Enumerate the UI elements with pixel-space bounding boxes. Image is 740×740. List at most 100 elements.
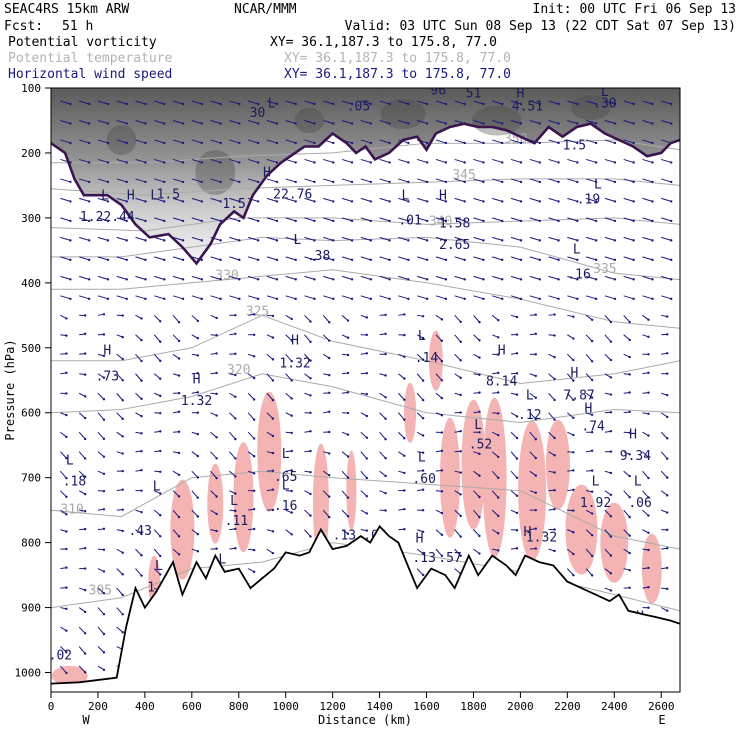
wind-vector: [266, 139, 278, 144]
wind-vector-head: [609, 450, 613, 453]
wind-vector: [191, 529, 199, 535]
wind-vector: [435, 217, 447, 222]
wind-vector-head: [459, 393, 462, 397]
high-marker: H: [498, 343, 506, 358]
wind-vector: [304, 529, 311, 537]
wind-vector: [529, 412, 537, 420]
wind-vector-head: [196, 372, 200, 375]
wind-vector-head: [538, 122, 541, 125]
wind-vector: [135, 197, 146, 202]
wind-vector-head: [628, 534, 631, 537]
wind-vector-head: [576, 219, 579, 223]
wind-vector-head: [181, 239, 185, 242]
wind-vector-head: [459, 376, 462, 380]
wind-vector: [153, 568, 161, 575]
wind-vector: [341, 236, 353, 241]
wind-vector-head: [252, 455, 256, 458]
wind-vector: [416, 158, 428, 163]
wind-vector: [247, 451, 255, 457]
wind-vector-head: [425, 122, 429, 125]
wind-vector: [529, 392, 537, 399]
wind-vector-head: [538, 297, 541, 301]
wind-vector-head: [313, 297, 316, 301]
wind-vector-head: [425, 141, 429, 145]
wind-vector: [623, 334, 630, 341]
wind-vector-head: [125, 278, 128, 281]
pv-value-label: 1.58: [439, 217, 470, 232]
wind-vector: [341, 217, 353, 222]
wind-vector-head: [144, 297, 147, 301]
wind-vector-head: [106, 297, 110, 301]
wind-vector: [623, 295, 634, 300]
wind-vector-head: [628, 496, 631, 499]
wind-vector-head: [121, 417, 124, 421]
wind-vector: [548, 412, 555, 420]
wind-vector-head: [234, 457, 237, 460]
pv-value-label: 2.65: [439, 238, 470, 253]
wind-vector-head: [497, 532, 500, 535]
wind-vector: [661, 100, 672, 105]
wind-vector: [567, 295, 578, 300]
wind-vector: [247, 431, 255, 439]
wind-vector-head: [106, 122, 110, 125]
x-tick-label: 2600: [648, 700, 675, 713]
wind-vector: [585, 548, 593, 557]
wind-vector-head: [519, 258, 523, 262]
wind-vector: [360, 217, 371, 222]
wind-vector-head: [196, 532, 200, 536]
wind-vector: [416, 568, 424, 576]
wind-vector-head: [647, 371, 650, 374]
wind-vectors: [60, 100, 680, 675]
wind-vector: [398, 217, 409, 222]
pv-value-label: .19: [577, 193, 600, 208]
low-marker: L: [218, 552, 226, 567]
wind-vector: [247, 373, 255, 379]
wind-vector-head: [647, 585, 650, 589]
wind-vector: [567, 412, 574, 419]
wind-vector: [398, 295, 409, 300]
wind-vector: [97, 607, 105, 615]
wind-vector: [492, 100, 503, 105]
wind-vector: [360, 100, 371, 105]
wind-vector-head: [632, 219, 635, 223]
wind-vector: [435, 548, 443, 557]
wind-vector-head: [553, 489, 556, 492]
wind-vector: [454, 100, 465, 105]
wind-vector: [304, 353, 311, 361]
wind-vector-head: [309, 535, 312, 538]
wind-vector-head: [238, 102, 241, 106]
wind-vector-head: [313, 102, 316, 106]
wind-vector-head: [309, 411, 312, 415]
wind-vector: [623, 470, 630, 477]
wind-vector-head: [309, 470, 312, 474]
wind-vector: [492, 197, 503, 202]
wind-vector-head: [177, 321, 181, 324]
wind-vector: [642, 451, 649, 458]
wind-vector-head: [444, 278, 448, 281]
wind-vector-head: [294, 200, 297, 203]
wind-vector-head: [346, 476, 350, 479]
wind-vector: [79, 275, 90, 280]
pink-pv-patch: [482, 397, 507, 558]
wind-vector-head: [275, 278, 279, 281]
wind-vector-head: [294, 258, 297, 262]
wind-vector: [454, 256, 465, 261]
low-marker: L: [573, 243, 581, 258]
wind-vector-head: [140, 359, 143, 363]
wind-vector-head: [309, 359, 312, 362]
wind-vector-head: [384, 437, 387, 441]
wind-vector: [323, 295, 334, 300]
pv-value-label: 1.32: [181, 394, 212, 409]
wind-vector: [191, 119, 202, 124]
wind-vector-head: [421, 509, 425, 512]
wind-vector: [679, 373, 680, 375]
pv-value-label: .05: [347, 100, 370, 115]
wind-vector-head: [647, 412, 650, 416]
wind-vector-head: [256, 258, 260, 262]
wind-vector: [585, 275, 597, 280]
wind-vector: [341, 119, 353, 124]
wind-vector-head: [369, 102, 373, 106]
wind-vector-head: [478, 320, 481, 324]
wind-vector-head: [215, 529, 218, 533]
wind-vector: [567, 256, 578, 261]
